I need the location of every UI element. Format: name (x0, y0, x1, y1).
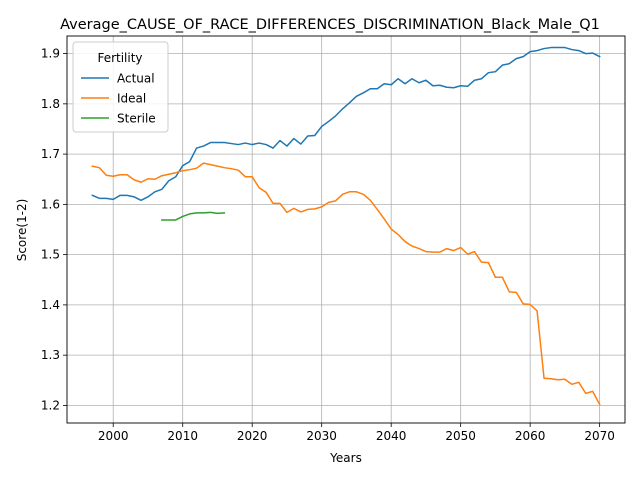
legend: Fertility Actual Ideal Sterile (72, 41, 169, 133)
x-tick-label: 2060 (515, 429, 546, 443)
y-tick-label: 1.4 (41, 298, 60, 312)
plot-frame (66, 35, 626, 424)
x-tick-label: 2040 (376, 429, 407, 443)
chart-title: Average_CAUSE_OF_RACE_DIFFERENCES_DISCRI… (60, 17, 600, 33)
y-tick-label: 1.2 (41, 398, 60, 412)
series-lines (91, 46, 601, 406)
x-tick-label: 2070 (584, 429, 615, 443)
y-tick-label: 1.8 (41, 97, 60, 111)
y-axis-label: Score(1-2) (15, 199, 29, 262)
grid-lines (67, 36, 625, 423)
series-line-actual (91, 46, 601, 202)
x-tick-label: 2050 (445, 429, 476, 443)
y-tick-label: 1.9 (41, 47, 60, 61)
y-tick-label: 1.7 (41, 147, 60, 161)
y-axis-ticks: 1.2 1.3 1.4 1.5 1.6 1.7 1.8 1.9 (41, 47, 67, 412)
legend-label-sterile: Sterile (117, 112, 156, 126)
legend-label-actual: Actual (117, 72, 155, 86)
series-line-sterile (161, 211, 226, 221)
x-tick-label: 2010 (167, 429, 198, 443)
y-tick-label: 1.6 (41, 197, 60, 211)
legend-box (72, 41, 169, 133)
x-axis-label: Years (329, 451, 362, 465)
legend-label-ideal: Ideal (117, 92, 146, 106)
x-tick-label: 2000 (98, 429, 129, 443)
y-tick-label: 1.3 (41, 348, 60, 362)
x-axis-ticks: 2000 2010 2020 2030 2040 2050 2060 2070 (98, 423, 615, 443)
y-tick-label: 1.5 (41, 248, 60, 262)
series-line-ideal (91, 162, 601, 406)
legend-title: Fertility (97, 51, 142, 65)
x-tick-label: 2020 (237, 429, 268, 443)
x-tick-label: 2030 (306, 429, 337, 443)
